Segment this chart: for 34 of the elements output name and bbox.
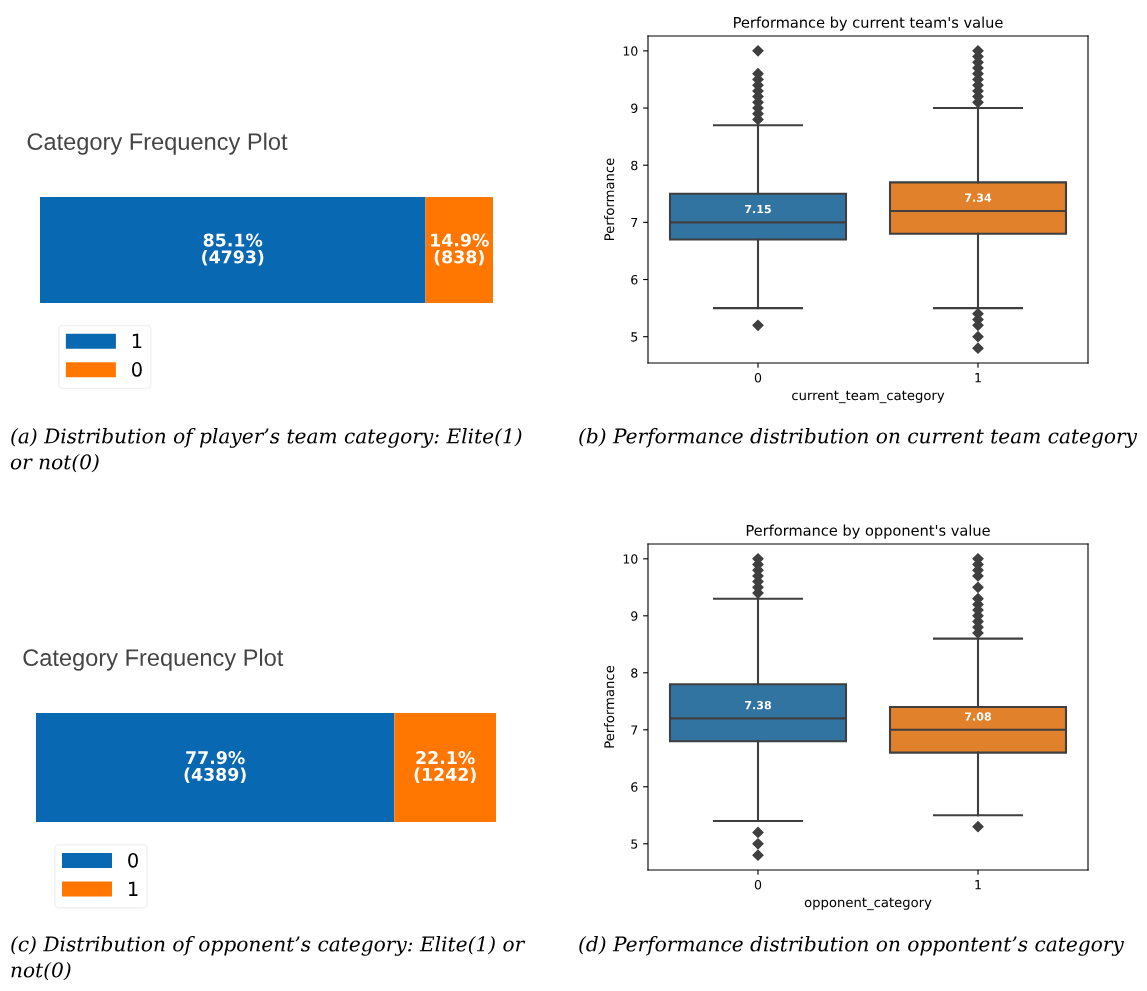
y-tick-label: 5 [631, 839, 638, 849]
annotation: 7.34 [965, 193, 992, 202]
chart-title: Category Frequency Plot [23, 648, 284, 671]
y-tick-label: 8 [631, 160, 638, 171]
text: (b) Performance distribution on current team category [579, 428, 1138, 448]
y-axis-title: Performance [604, 158, 615, 241]
annotation: 7.15 [745, 205, 771, 214]
data-label: 22.1% (1242) [414, 751, 476, 783]
data-label: 85.1% (4793) [202, 233, 264, 266]
legend-label: 0 [128, 852, 138, 868]
annotation: 7.08 [965, 712, 992, 721]
y-tick-label: 6 [631, 275, 638, 285]
x-axis-title: opponent_category [804, 897, 932, 911]
y-tick-label: 10 [623, 554, 638, 564]
text: (a) Distribution of player’s team category: Elite(1) or not(0) [10, 428, 522, 473]
y-tick-label: 10 [623, 46, 638, 56]
y-tick-label: 8 [631, 668, 638, 678]
text: (d) Performance distribution on oppontent’s category [579, 936, 1125, 956]
y-tick-label: 7 [631, 218, 638, 228]
chart-title: Performance by opponent's value [746, 524, 990, 539]
annotation: 7.38 [745, 700, 772, 710]
legend-label: 1 [132, 333, 142, 348]
y-axis-title: Performance [604, 665, 615, 748]
x-axis-title: current_team_category [792, 390, 945, 404]
y-tick-label: 9 [631, 103, 638, 113]
y-tick-label: 9 [631, 611, 638, 621]
text: (c) Distribution of opponent’s category: Elite(1) or not(0) [11, 936, 526, 981]
data-label: 77.9% (4389) [184, 751, 246, 783]
chart-title: Category Frequency Plot [27, 132, 288, 155]
chart-title: Performance by current team's value [734, 16, 1003, 31]
y-tick-label: 7 [631, 725, 638, 735]
data-label: 14.9% (838) [431, 233, 489, 266]
y-tick-label: 6 [631, 782, 638, 792]
y-tick-label: 5 [631, 332, 638, 342]
